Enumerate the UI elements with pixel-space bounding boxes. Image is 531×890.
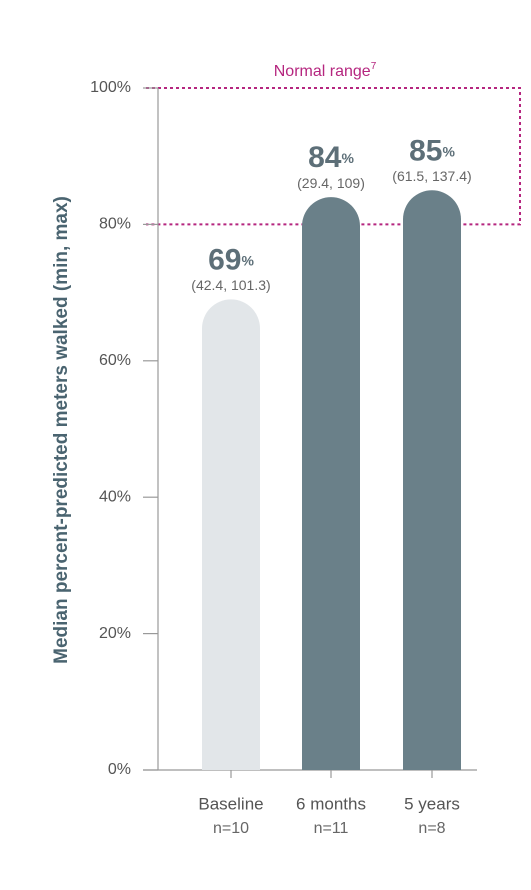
x-tick-label: Baseline (198, 794, 263, 813)
value-number: 84 (308, 141, 342, 174)
y-tick-label: 0% (108, 761, 131, 778)
y-tick-label: 100% (90, 79, 131, 96)
bar (403, 190, 461, 771)
value-number: 69 (208, 243, 241, 276)
value-unit: % (442, 143, 455, 159)
value-number: 85 (409, 134, 442, 167)
y-tick-label: 60% (99, 352, 131, 369)
bar (302, 197, 360, 770)
annotation-text: Normal range (274, 63, 371, 80)
sample-size: n=8 (418, 820, 445, 837)
y-tick-label: 40% (99, 488, 131, 505)
sample-size: n=11 (314, 820, 349, 837)
x-tick-label: 5 years (404, 794, 460, 813)
value-label: 69% (208, 243, 254, 276)
value-label: 85% (409, 134, 455, 167)
bar (202, 299, 260, 770)
y-tick-label: 80% (99, 216, 131, 233)
sample-size: n=10 (213, 820, 249, 837)
range-label: (42.4, 101.3) (191, 277, 270, 293)
y-tick-label: 20% (99, 625, 131, 642)
range-label: (61.5, 137.4) (392, 168, 471, 184)
annotation-footnote: 7 (371, 61, 377, 72)
x-tick-label: 6 months (296, 794, 366, 813)
value-unit: % (241, 252, 254, 268)
range-label: (29.4, 109) (297, 175, 365, 191)
y-axis-label: Median percent-predicted meters walked (… (51, 196, 72, 664)
annotation: Normal range7 (274, 61, 377, 81)
value-label: 84% (308, 141, 354, 174)
value-unit: % (341, 150, 354, 166)
